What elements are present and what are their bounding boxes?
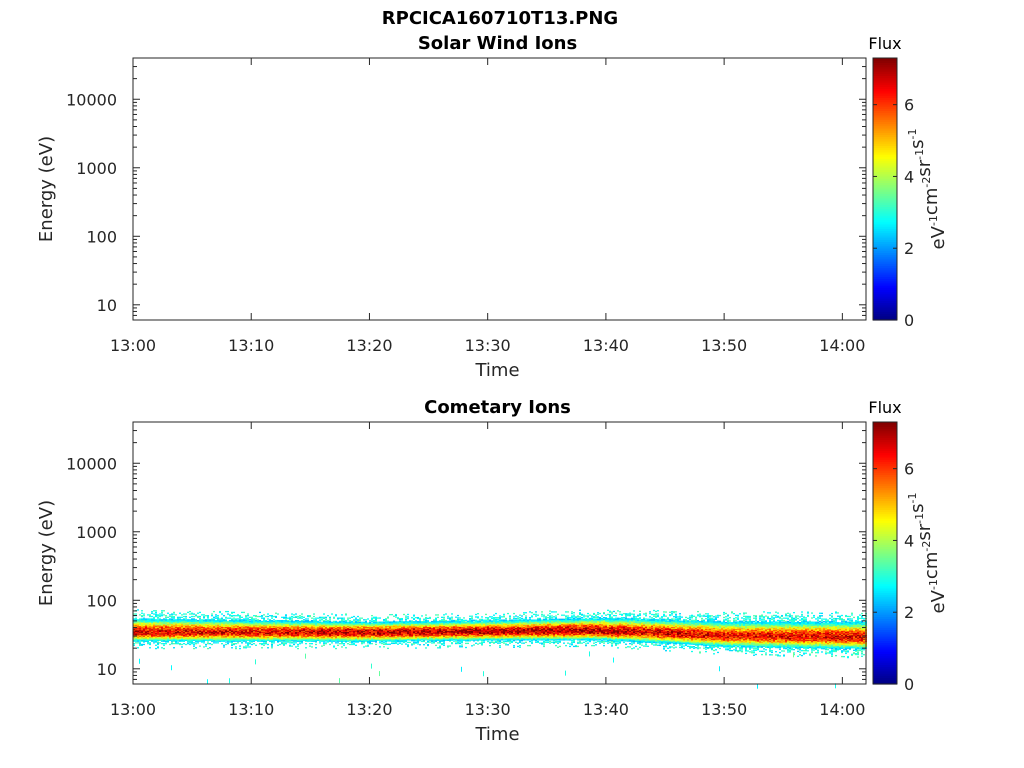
x-axis-label: Time <box>474 724 519 745</box>
y-tick-label: 1000 <box>76 523 117 542</box>
colorbar-tick-label: 2 <box>904 603 914 622</box>
x-tick-label: 13:40 <box>583 700 629 719</box>
colorbar-label: eV-1cm-2sr-1s-1 <box>906 493 949 614</box>
panel-title: Cometary Ions <box>424 397 571 418</box>
colorbar: 0 2 4 6 Flux eV-1cm-2sr-1s-1 <box>868 398 949 694</box>
colorbar-tick-label: 0 <box>904 311 914 330</box>
colorbar-tick-label: 4 <box>904 167 914 186</box>
colorbar-box <box>872 57 898 321</box>
x-tick-label: 13:40 <box>583 336 629 355</box>
spectrogram-band <box>133 609 867 689</box>
panel-title: Solar Wind Ions <box>418 33 577 54</box>
colorbar-title: Flux <box>868 34 901 53</box>
x-axis-label: Time <box>474 360 519 381</box>
x-tick-label: 13:30 <box>465 336 511 355</box>
colorbar-tick-label: 4 <box>904 531 914 550</box>
y-axis-label: Energy (eV) <box>36 500 57 606</box>
axes-box <box>132 421 867 685</box>
y-tick-label: 100 <box>86 227 117 246</box>
colorbar-tick-label: 6 <box>904 96 914 115</box>
x-tick-label: 14:00 <box>819 336 865 355</box>
colorbar-tick-label: 2 <box>904 239 914 258</box>
x-tick-label: 13:20 <box>346 700 392 719</box>
x-tick-label: 13:20 <box>346 336 392 355</box>
y-tick-label: 10000 <box>66 90 117 109</box>
x-tick-label: 13:10 <box>228 336 274 355</box>
x-tick-label: 13:50 <box>701 336 747 355</box>
x-tick-label: 13:00 <box>110 700 156 719</box>
colorbar-tick-label: 0 <box>904 675 914 694</box>
panel-solar-wind-ions: Solar Wind Ions 13:00 13:10 13:20 13:30 13:40… <box>36 33 949 381</box>
x-tick-label: 13:10 <box>228 700 274 719</box>
y-tick-label: 1000 <box>76 159 117 178</box>
y-axis-label: Energy (eV) <box>36 136 57 242</box>
colorbar: 0 2 4 6 Flux eV-1cm-2sr-1s-1 <box>868 34 949 330</box>
x-tick-label: 13:30 <box>465 700 511 719</box>
x-tick-label: 13:50 <box>701 700 747 719</box>
y-tick-label: 10 <box>97 296 117 315</box>
colorbar-label: eV-1cm-2sr-1s-1 <box>906 129 949 250</box>
x-tick-label: 13:00 <box>110 336 156 355</box>
colorbar-box <box>872 421 898 685</box>
colorbar-title: Flux <box>868 398 901 417</box>
axes-box <box>132 57 867 321</box>
figure-title: RPCICA160710T13.PNG <box>382 8 618 29</box>
y-tick-label: 10 <box>97 660 117 679</box>
y-tick-label: 100 <box>86 591 117 610</box>
panel-cometary-ions: Cometary Ions 13:00 13:10 13:20 13:30 13:40 13… <box>36 397 949 745</box>
y-tick-label: 10000 <box>66 454 117 473</box>
colorbar-tick-label: 6 <box>904 460 914 479</box>
plot-area <box>133 58 866 320</box>
x-tick-label: 14:00 <box>819 700 865 719</box>
